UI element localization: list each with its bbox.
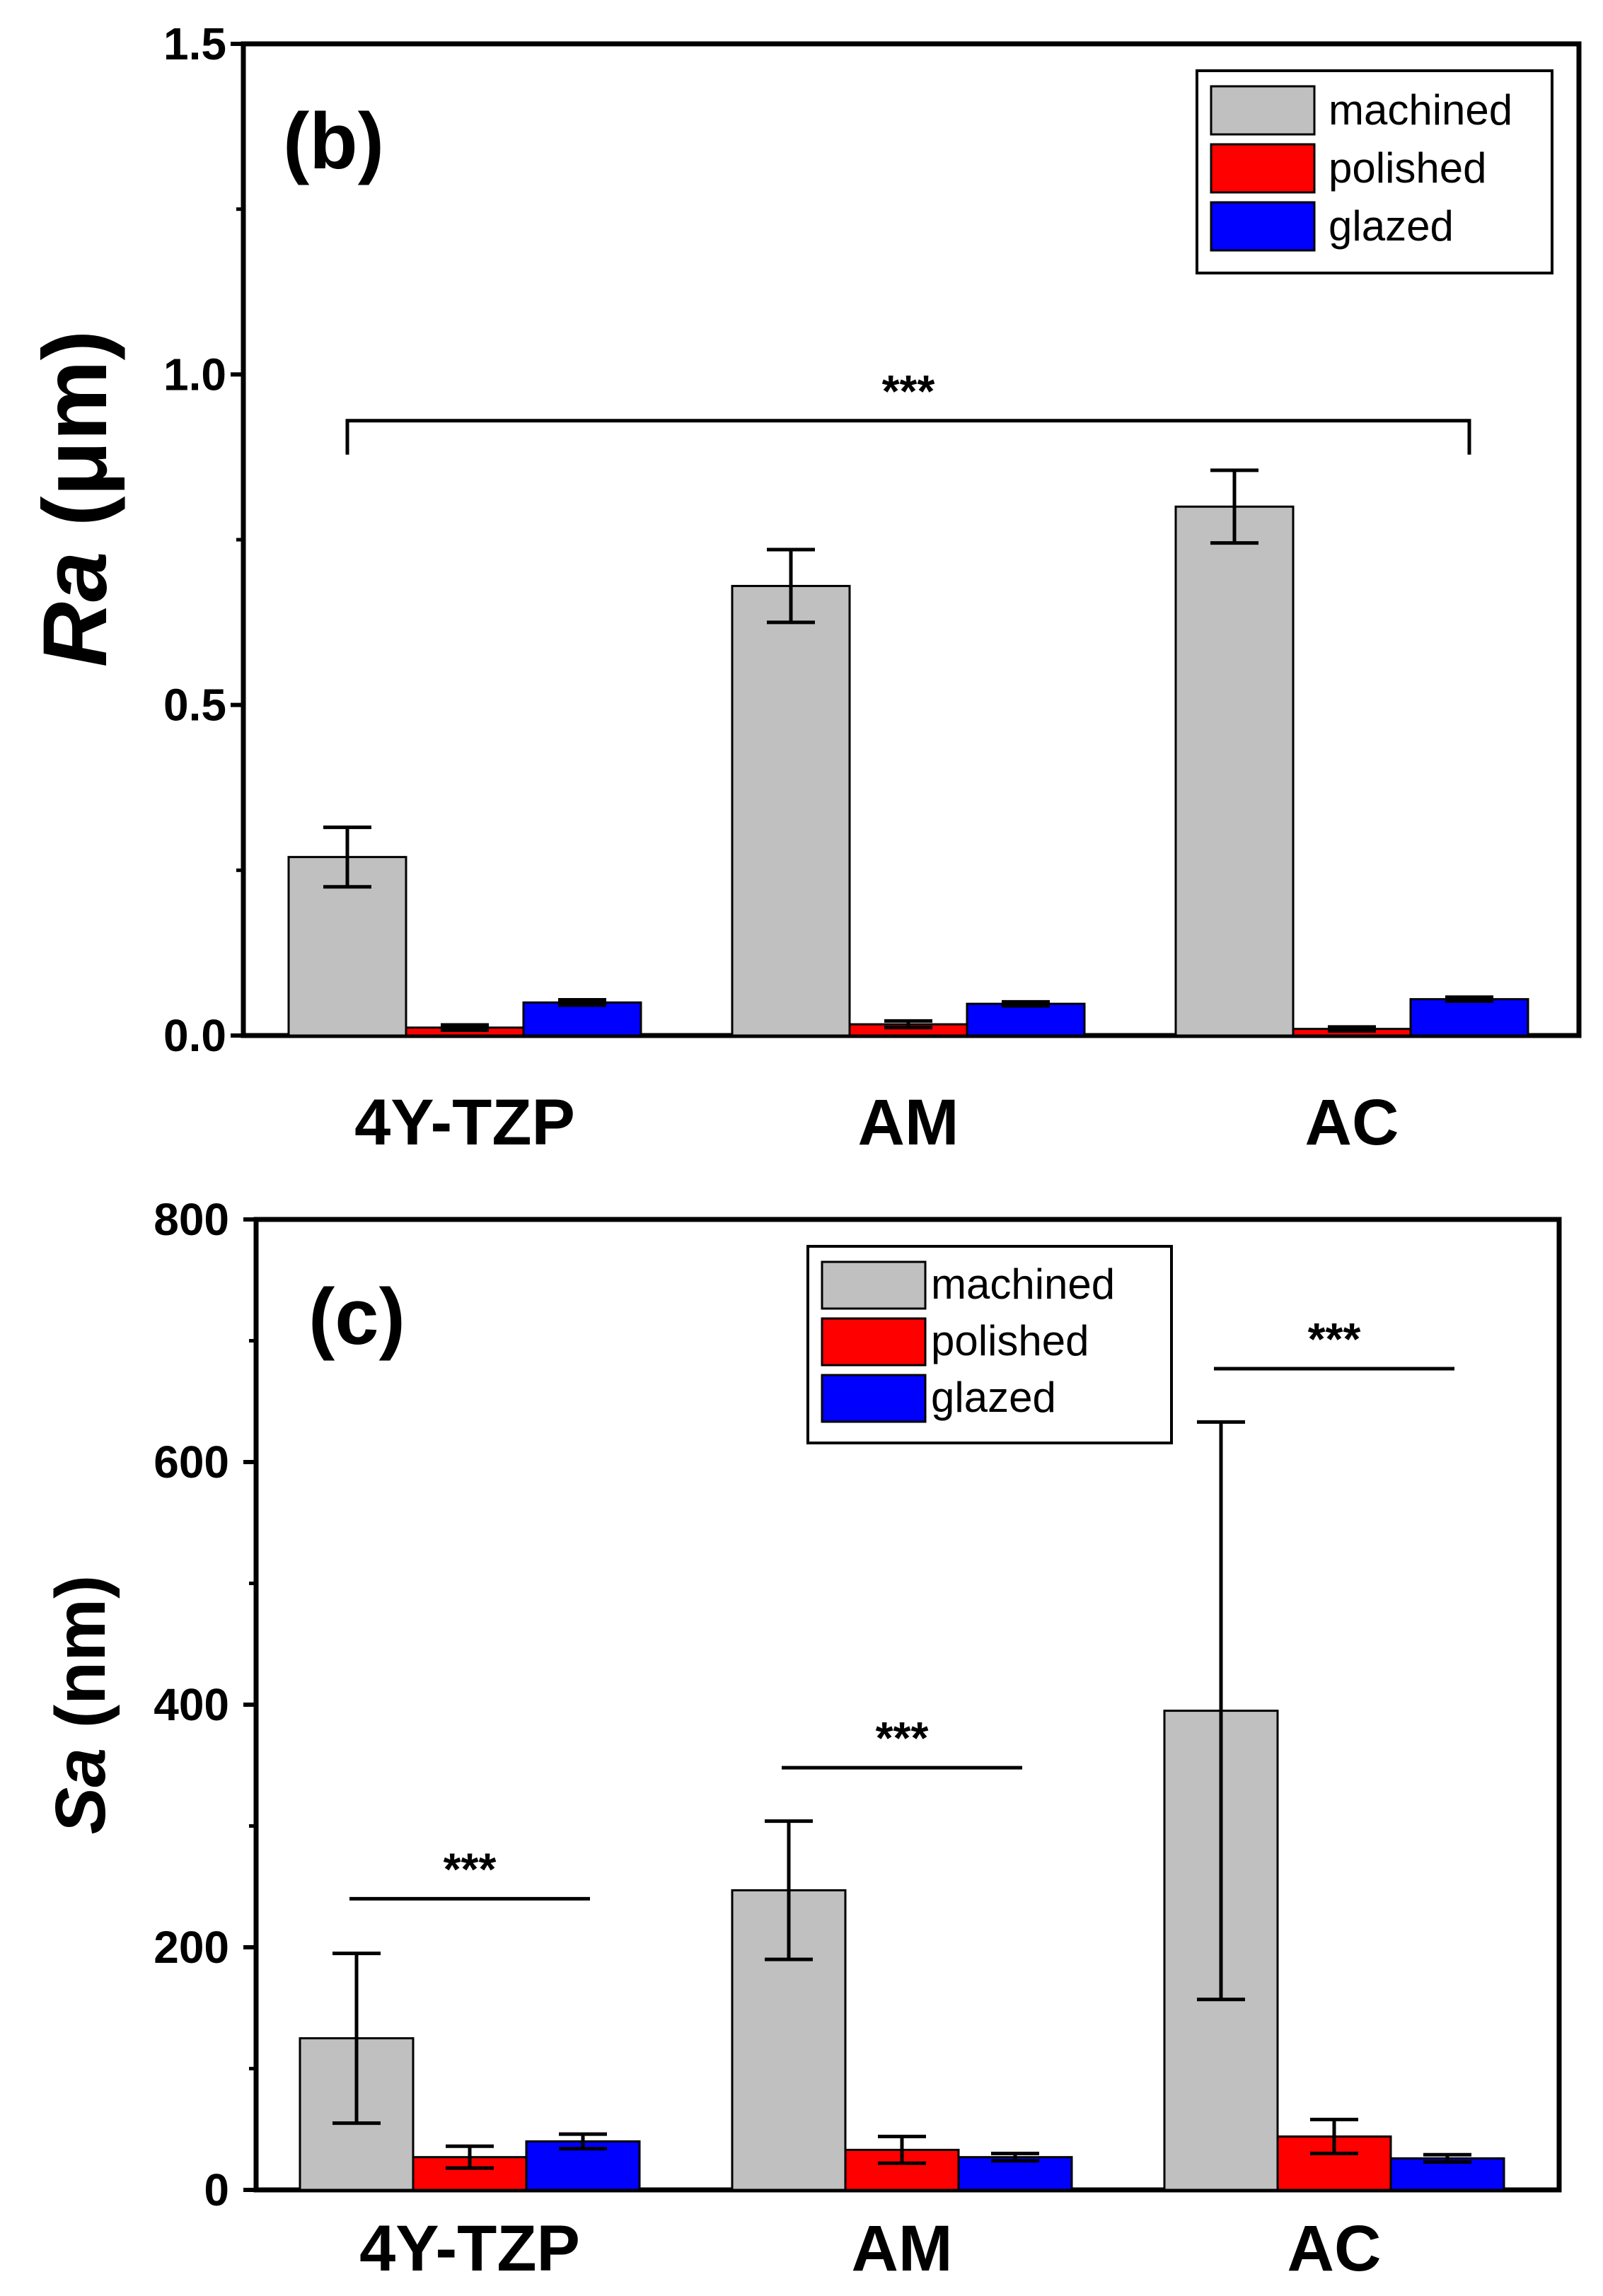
panel-c: 0 200 400 600 800 4Y-TZP AM AC *** *** *** machined…: [41, 1194, 1562, 2285]
y-axis-label-symbol: Ra: [25, 552, 126, 668]
panel-b: 0.0 0.5 1.0 1.5 4Y-TZP AM AC *** machined polishe…: [25, 18, 1582, 1159]
legend-label-machined: machined: [931, 1260, 1115, 1308]
significance-label: ***: [1308, 1314, 1361, 1364]
bar-machined: [1174, 505, 1295, 1037]
y-axis-label: Sa (nm): [41, 1575, 120, 1835]
legend-label-glazed: glazed: [1329, 202, 1454, 250]
y-tick-label: 0.0: [163, 1010, 226, 1061]
significance-label: ***: [882, 366, 935, 417]
legend-swatch-machined: [1210, 85, 1316, 136]
y-tick-label: 200: [154, 1922, 229, 1973]
legend-label-polished: polished: [1329, 144, 1487, 192]
category-label: AC: [1287, 2213, 1382, 2285]
y-tick-label: 400: [154, 1679, 229, 1730]
bar-glazed: [522, 1001, 642, 1037]
y-axis-label: Ra (μm): [25, 330, 126, 668]
bar-machined: [731, 584, 851, 1037]
y-tick-label: 0.5: [163, 680, 226, 731]
category-label: 4Y-TZP: [354, 1086, 575, 1159]
category-label: 4Y-TZP: [359, 2213, 580, 2285]
significance-label: ***: [876, 1712, 929, 1763]
significance-label: ***: [444, 1843, 497, 1894]
y-tick-label: 0: [204, 2164, 229, 2215]
category-label: AM: [851, 2213, 952, 2285]
legend-label-glazed: glazed: [931, 1374, 1056, 1421]
y-tick-label: 600: [154, 1437, 229, 1488]
panel-label: (c): [308, 1272, 405, 1361]
y-axis-label-unit: (nm): [41, 1575, 120, 1748]
legend-swatch-polished: [1210, 143, 1316, 194]
significance-bracket: [345, 419, 1471, 455]
y-axis-label-symbol: Sa: [41, 1748, 120, 1834]
legend-swatch-glazed: [821, 1374, 927, 1423]
category-label: AM: [857, 1086, 959, 1159]
y-axis-label-unit: (μm): [25, 330, 126, 552]
bar-glazed: [957, 2156, 1073, 2191]
y-tick-label: 1.0: [163, 349, 226, 400]
legend-label-polished: polished: [931, 1317, 1089, 1364]
legend-swatch-glazed: [1210, 201, 1316, 252]
legend-swatch-polished: [821, 1317, 927, 1367]
y-tick-label: 1.5: [163, 18, 226, 69]
panel-label: (b): [283, 97, 384, 185]
bar-glazed: [966, 1002, 1086, 1037]
legend-label-machined: machined: [1329, 86, 1512, 134]
legend-swatch-machined: [821, 1260, 927, 1310]
y-tick-label: 800: [154, 1194, 229, 1245]
category-label: AC: [1305, 1086, 1399, 1159]
bar-glazed: [1409, 998, 1529, 1037]
